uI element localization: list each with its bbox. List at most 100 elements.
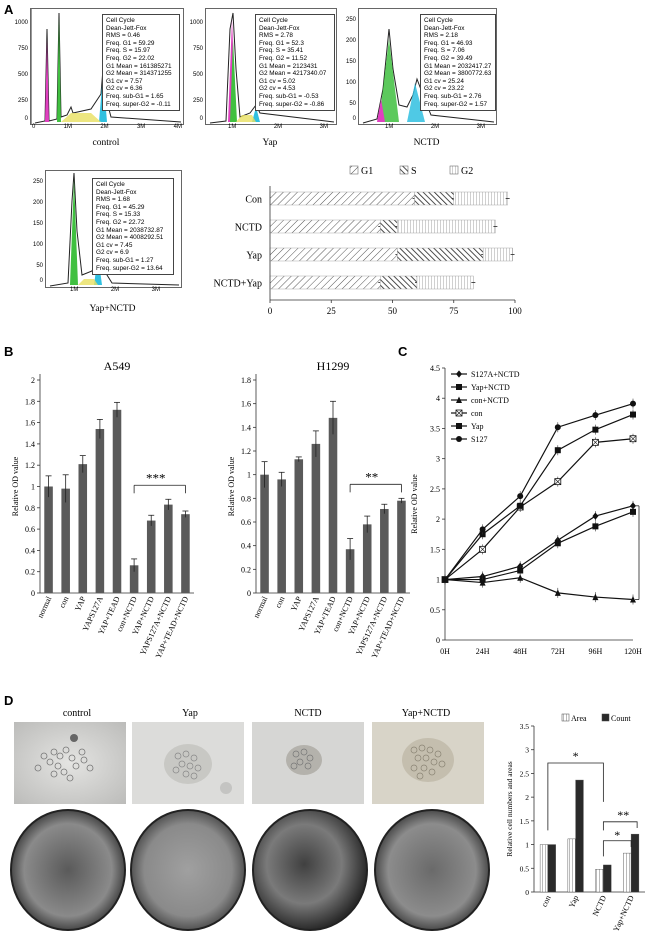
h1299-title: H1299 [317, 359, 350, 373]
h1299-ytick-label-6: 1.2 [241, 447, 251, 456]
growth-ytick-label-0: 0 [436, 636, 440, 645]
a549-bar-3 [95, 428, 105, 593]
colony-bar-area-2 [595, 869, 604, 893]
growth-line-s127 [444, 403, 634, 580]
growth-xtick-label-5: 120H [624, 647, 642, 656]
plate-control [10, 809, 126, 931]
plate-yap-nctd [374, 809, 490, 931]
stats-box-yap-nctd: Cell Cycle Dean-Jett-Fox RMS = 1.68 Freq… [92, 178, 174, 276]
growth-legend-marker-con-cross [455, 409, 463, 417]
stats-box-control: Cell Cycle Dean-Jett-Fox RMS = 0.46 Freq… [102, 14, 180, 112]
a549-ytick-label-8: 1.6 [25, 419, 35, 428]
micrograph-yap-nctd [372, 722, 484, 804]
h1299-bar-1 [277, 479, 286, 593]
colony-sig-bracket-2 [602, 840, 632, 857]
h1299-bar-3 [311, 443, 321, 593]
growth-chart: Relative OD value 0 0.5 1 1.5 2 2.5 3 3.5 4 4.5 0H 2… [410, 364, 650, 656]
colony-sig-bracket-1 [547, 762, 604, 831]
growth-ytick-label-1: 0.5 [430, 606, 440, 615]
colony-legend-label-area: Area [571, 714, 587, 723]
growth-legend-marker-con-nctd [456, 396, 462, 403]
colony-sig-label-3: ** [617, 808, 629, 822]
colony-legend-swatch-count [601, 713, 610, 722]
histogram-control-xticks: 0 1M 2M 3M 4M [32, 124, 182, 130]
stacked-bar-g1-3 [269, 275, 381, 290]
stacked-bar-s-0 [414, 191, 454, 206]
colony-category-2: NCTD [591, 894, 608, 918]
stacked-bar-g1-1 [269, 219, 381, 234]
a549-bar-2 [78, 464, 88, 593]
growth-sig-label: *** [644, 543, 650, 563]
growth-legend-marker-yap-nctd [456, 384, 462, 390]
colony-label-yap: Yap [182, 708, 198, 719]
a549-ytick-label-6: 1.2 [25, 461, 35, 470]
h1299-bar-4 [328, 417, 338, 593]
a549-ytick-label-4: 0.8 [25, 504, 35, 513]
colony-legend-swatch-area [561, 713, 570, 722]
stacked-bar-g1-0 [269, 191, 415, 206]
growth-point-con-nctd-4 [592, 593, 599, 601]
growth-point-con-nctd-5 [630, 596, 636, 603]
colony-ytick-label-2: 1 [525, 841, 529, 850]
growth-series-con-nctd [442, 572, 636, 605]
panel-a-label: A [4, 2, 14, 17]
stacked-bar-g2-0 [453, 191, 508, 206]
growth-legend-label-yap-nctd: Yap+NCTD [471, 383, 510, 392]
plate-nctd [252, 809, 368, 931]
a549-bar-0 [44, 486, 53, 593]
colony-label-control: control [62, 708, 92, 719]
growth-ytick-label-9: 4.5 [430, 364, 440, 373]
colony-ytick-label-1: 0.5 [520, 864, 530, 873]
colony-sig-label-1: * [573, 749, 579, 763]
histogram-yap-yticks: 1000 750 500 250 0 [189, 20, 203, 122]
stacked-bar-s-2 [397, 247, 484, 262]
h1299-ytick-label-0: 0 [247, 589, 251, 598]
a549-ytick-label-5: 1 [31, 483, 35, 492]
growth-legend-label-con: con [471, 409, 483, 418]
h1299-bar-2 [294, 459, 304, 593]
growth-point-s127-3 [554, 424, 561, 431]
colony-bar-count-1 [575, 779, 584, 893]
stacked-bar-g2-3 [416, 275, 474, 290]
legend-label-s: S [411, 166, 417, 177]
growth-point-con-nctd-2 [517, 574, 524, 581]
a549-ytick-label-2: 0.4 [25, 546, 35, 555]
a549-bar-5 [129, 565, 139, 593]
colony-ytick-label-3: 1.5 [520, 817, 530, 826]
a549-bar-6 [146, 520, 156, 593]
h1299-bar-7 [380, 508, 389, 593]
growth-point-con-1 [479, 545, 486, 553]
growth-point-con-3 [554, 478, 562, 486]
a549-chart: A549 Relative OD value 0 0.2 0.4 0.6 0.8 1 1.2 1.… [11, 359, 194, 660]
legend-swatch-s [399, 165, 409, 175]
a549-sig-label: *** [146, 470, 166, 485]
plate-yap [130, 809, 246, 931]
growth-legend-marker-con [455, 409, 463, 417]
colony-ytick-label-5: 2.5 [520, 769, 530, 778]
growth-point-con-4-cross [592, 439, 599, 446]
a549-ytick-label-10: 2 [31, 376, 35, 385]
stacked-bar-s-1 [380, 219, 398, 234]
stacked-bar-g2-2 [482, 247, 513, 262]
stacked-category-0: Con [245, 195, 262, 206]
a549-category-2: YAP [73, 595, 88, 613]
stacked-tick-label-1: 25 [327, 306, 337, 316]
growth-ytick-label-6: 3 [436, 455, 440, 464]
growth-point-s127-0 [442, 576, 448, 583]
growth-point-yap-4 [592, 426, 599, 433]
growth-point-yap-5 [630, 411, 636, 418]
stacked-tick-label-0: 0 [268, 306, 273, 316]
growth-ytick-label-3: 1.5 [430, 545, 440, 554]
growth-point-con-5 [629, 435, 637, 443]
growth-xtick-label-0: 0H [440, 647, 450, 656]
growth-series-con [441, 433, 637, 585]
micrograph-yap [132, 722, 244, 804]
stacked-legend: G1 S G2 [349, 165, 473, 177]
growth-point-yap-nctd-3 [554, 540, 561, 547]
legend-label-g1: G1 [361, 166, 373, 177]
growth-point-s127a-nctd-4 [592, 512, 599, 520]
histogram-control-yticks: 1000 750 500 250 0 [14, 20, 28, 122]
growth-point-con-3-cross [554, 478, 562, 485]
a549-bar-1 [61, 488, 70, 593]
growth-point-yap-nctd-5 [630, 508, 636, 515]
